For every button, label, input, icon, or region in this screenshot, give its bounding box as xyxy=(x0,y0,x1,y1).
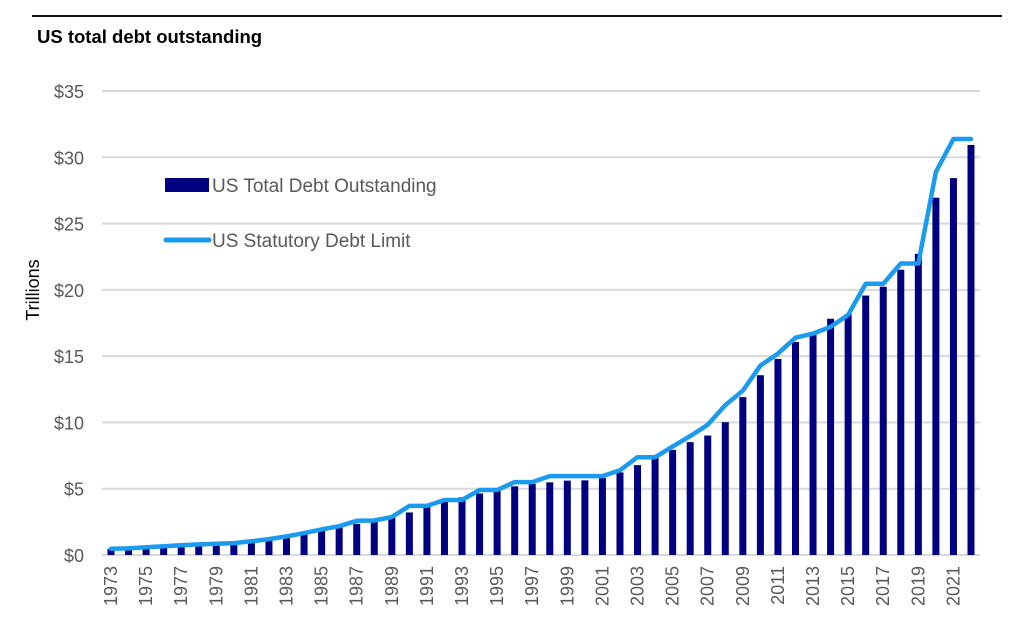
bar-2006 xyxy=(686,442,694,555)
x-tick-label: 1977 xyxy=(171,566,191,606)
debt-limit-line xyxy=(108,136,974,552)
bar-1985 xyxy=(318,530,326,555)
x-tick-label: 1973 xyxy=(101,566,121,606)
bar-1976 xyxy=(160,546,168,555)
x-tick-label: 1987 xyxy=(347,566,367,606)
y-tick-labels: $0 $5 $10 $15 $20 $25 $30 $35 xyxy=(54,82,84,566)
x-tick-label: 2019 xyxy=(908,566,928,606)
line-series xyxy=(108,136,974,552)
bar-1975 xyxy=(142,547,150,555)
legend-label-total-debt: US Total Debt Outstanding xyxy=(212,176,437,197)
x-tick-label: 1979 xyxy=(206,566,226,606)
bar-2022 xyxy=(967,144,975,555)
legend: US Total Debt Outstanding US Statutory D… xyxy=(163,176,437,252)
bar-2007 xyxy=(704,435,712,555)
y-axis-label: Trillions xyxy=(23,259,43,320)
x-tick-labels: 1973 1975 1977 1979 1981 1983 1985 1987 1989 1991… xyxy=(101,566,963,606)
x-tick-label: 2005 xyxy=(663,566,683,606)
x-tick-label: 2001 xyxy=(592,566,612,606)
y-tick-label: $5 xyxy=(64,480,84,500)
x-tick-label: 1995 xyxy=(487,566,507,606)
x-tick-label: 1999 xyxy=(557,566,577,606)
bar-1973 xyxy=(107,548,115,555)
x-tick-label: 1985 xyxy=(312,566,332,606)
bar-2014 xyxy=(827,318,835,555)
chart-title: US total debt outstanding xyxy=(37,26,263,47)
bar-1992 xyxy=(440,501,448,555)
bar-2001 xyxy=(598,477,606,555)
x-tick-label: 1989 xyxy=(382,566,402,606)
top-rule xyxy=(32,15,1002,17)
bar-1974 xyxy=(125,548,133,555)
bar-2008 xyxy=(721,422,729,555)
legend-label-debt-limit: US Statutory Debt Limit xyxy=(212,231,411,252)
bar-1996 xyxy=(511,486,519,555)
bar-2010 xyxy=(756,375,764,555)
bar-1989 xyxy=(388,516,396,555)
bar-1994 xyxy=(476,493,484,555)
x-tick-label: 2011 xyxy=(768,566,788,605)
x-tick-label: 2003 xyxy=(628,566,648,606)
y-tick-label: $30 xyxy=(54,148,84,168)
x-tick-label: 2017 xyxy=(873,566,893,606)
bar-1999 xyxy=(563,480,571,555)
bar-2018 xyxy=(897,269,905,555)
x-tick-label: 1975 xyxy=(136,566,156,606)
x-tick-label: 1983 xyxy=(277,566,297,606)
bar-1978 xyxy=(195,544,203,555)
bar-1981 xyxy=(247,541,255,555)
x-tick-label: 2021 xyxy=(943,566,963,606)
bar-1993 xyxy=(458,497,466,555)
bar-2015 xyxy=(844,314,852,555)
bar-2019 xyxy=(914,253,922,555)
bar-2017 xyxy=(879,286,887,555)
y-tick-label: $25 xyxy=(54,215,84,235)
x-tick-label: 2009 xyxy=(733,566,753,606)
x-tick-label: 1981 xyxy=(241,566,261,606)
bar-1987 xyxy=(353,523,361,555)
bar-1997 xyxy=(528,483,536,555)
x-tick-label: 1993 xyxy=(452,566,472,606)
bar-1991 xyxy=(423,507,431,555)
bar-2004 xyxy=(651,457,659,555)
bar-1980 xyxy=(230,542,238,555)
y-tick-label: $35 xyxy=(54,82,84,102)
bar-2016 xyxy=(862,295,870,555)
bar-1998 xyxy=(546,482,554,555)
bar-2020 xyxy=(932,197,940,555)
bar-1979 xyxy=(212,543,220,555)
bar-1977 xyxy=(177,545,185,555)
bar-1990 xyxy=(405,512,413,555)
bar-1995 xyxy=(493,489,501,555)
bar-2011 xyxy=(774,358,782,555)
bar-2000 xyxy=(581,480,589,555)
bars-series xyxy=(107,144,975,555)
bar-2009 xyxy=(739,397,747,555)
y-tick-label: $0 xyxy=(64,546,84,566)
bar-2005 xyxy=(669,449,677,555)
y-tick-label: $20 xyxy=(54,281,84,301)
y-tick-label: $15 xyxy=(54,347,84,367)
bar-2012 xyxy=(791,341,799,555)
x-tick-label: 1991 xyxy=(417,566,437,606)
y-tick-label: $10 xyxy=(54,413,84,433)
bar-1983 xyxy=(283,536,291,555)
bar-2003 xyxy=(634,465,642,555)
bar-1986 xyxy=(335,526,343,555)
x-tick-label: 2007 xyxy=(698,566,718,606)
bar-1988 xyxy=(370,520,378,555)
legend-swatch-total-debt xyxy=(165,178,209,192)
bar-2002 xyxy=(616,472,624,555)
x-tick-label: 2013 xyxy=(803,566,823,606)
bar-1984 xyxy=(300,534,308,555)
x-tick-label: 2015 xyxy=(838,566,858,606)
bar-2021 xyxy=(949,178,957,555)
bar-2013 xyxy=(809,333,817,555)
bar-1982 xyxy=(265,539,273,555)
x-tick-label: 1997 xyxy=(522,566,542,606)
